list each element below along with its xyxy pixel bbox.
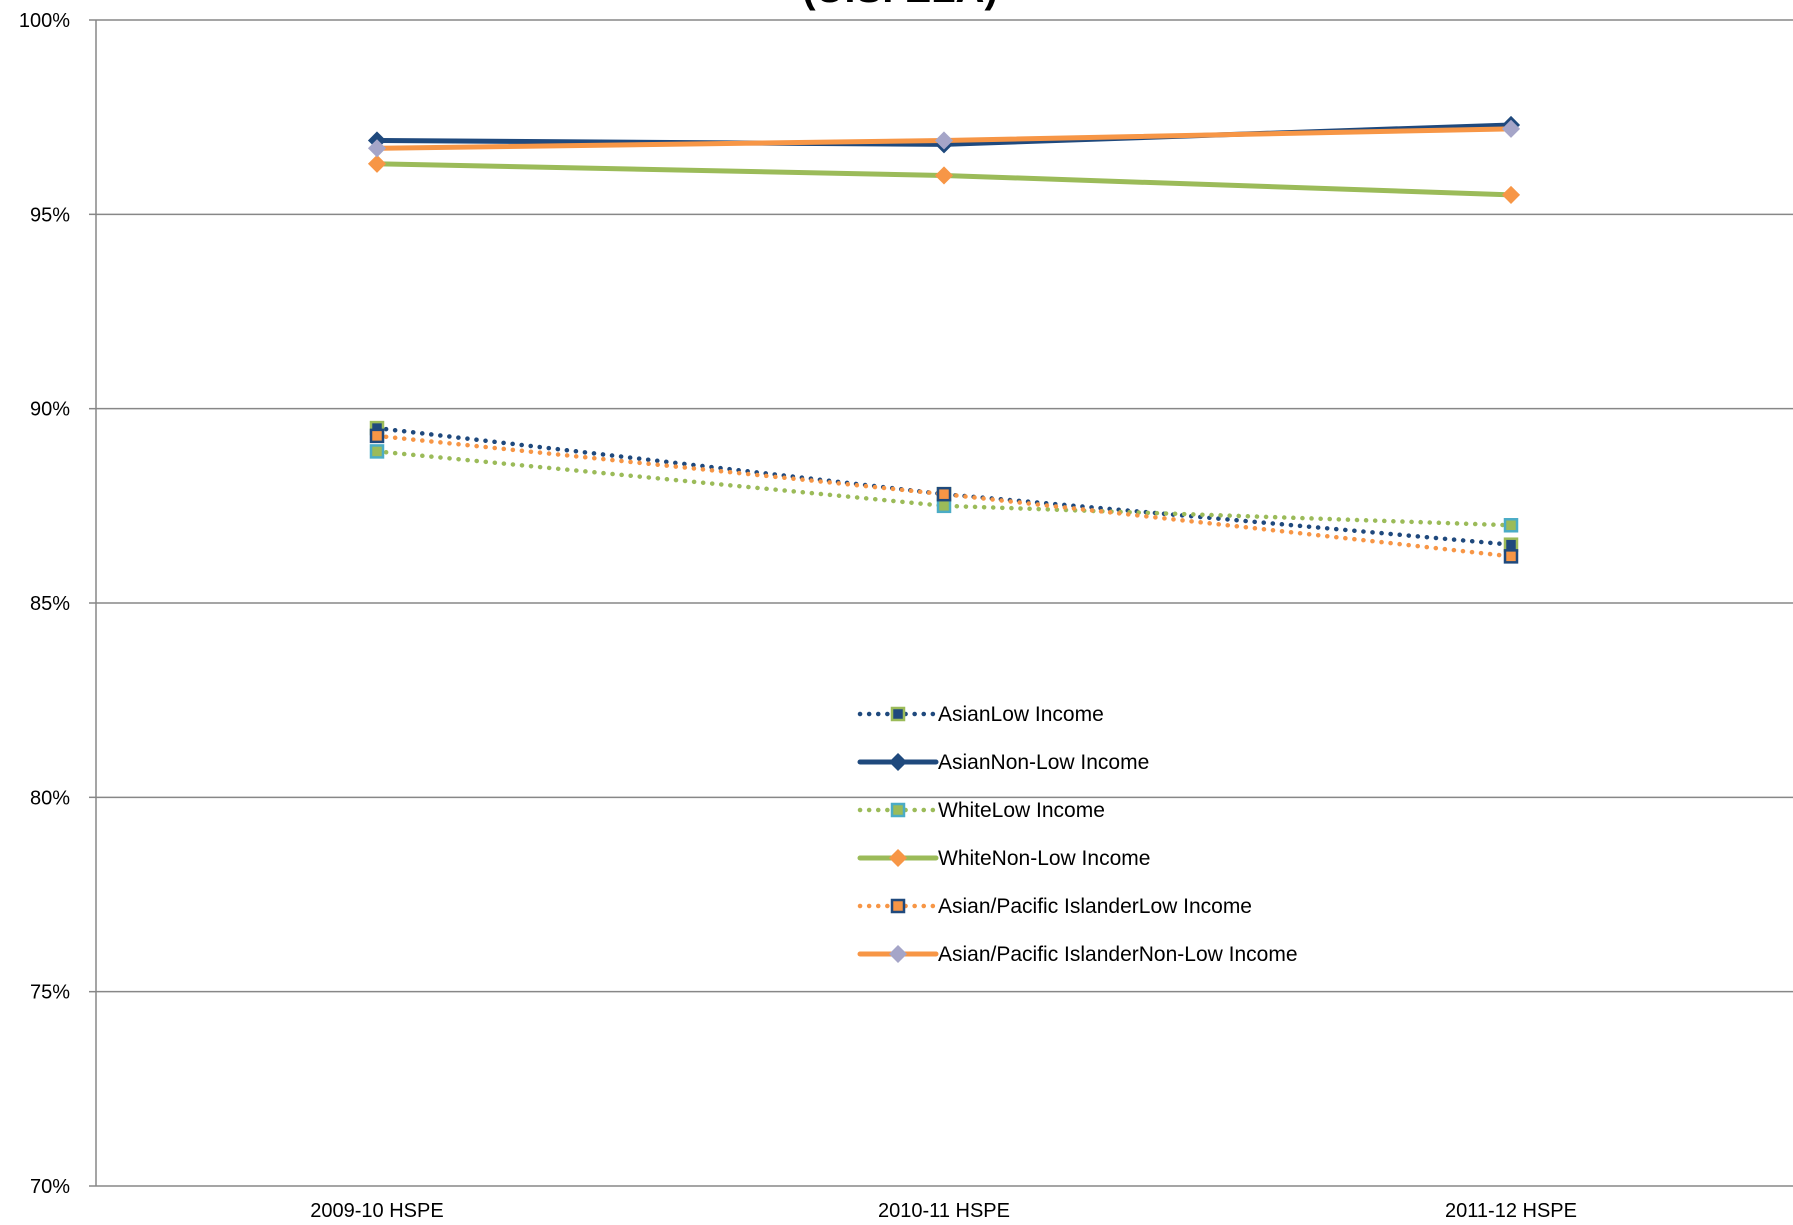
legend-label: Asian/Pacific IslanderLow Income — [938, 895, 1252, 918]
data-point-marker — [1501, 119, 1521, 138]
data-point-marker — [936, 498, 952, 514]
series-0 — [369, 420, 1519, 552]
x-tick-label: 2010-11 HSPE — [878, 1200, 1010, 1222]
data-point-marker — [934, 131, 954, 150]
data-point-marker — [890, 706, 906, 722]
data-point-marker — [934, 166, 954, 185]
series-5 — [367, 119, 1521, 158]
data-point-marker — [1501, 185, 1521, 204]
data-point-marker — [1503, 537, 1519, 552]
y-tick-label: 100% — [19, 10, 70, 32]
data-point-marker — [888, 848, 908, 868]
legend-item: AsianLow Income — [857, 703, 1104, 726]
legend-label: AsianLow Income — [938, 703, 1104, 726]
series-line — [374, 433, 1514, 559]
y-tick-label: 80% — [30, 787, 70, 809]
y-tick-label: 75% — [30, 982, 70, 1004]
legend-item: Asian/Pacific IslanderLow Income — [857, 895, 1252, 918]
data-point-marker — [890, 898, 906, 914]
data-point-marker — [367, 154, 387, 173]
series-line — [374, 449, 1514, 528]
legend-label: WhiteLow Income — [938, 799, 1105, 822]
data-point-marker — [936, 486, 952, 502]
legend-item: WhiteNon-Low Income — [857, 847, 1150, 870]
legend-item: AsianNon-Low Income — [857, 751, 1149, 774]
y-tick-label: 90% — [30, 399, 70, 421]
y-tick-label: 70% — [30, 1176, 70, 1198]
legend-label: Asian/Pacific IslanderNon-Low Income — [938, 943, 1298, 966]
data-point-marker — [888, 944, 908, 964]
chart-title: (U.S. ELA) — [802, 0, 998, 11]
data-point-marker — [369, 428, 385, 444]
series-4 — [369, 428, 1519, 564]
x-tick-label: 2009-10 HSPE — [310, 1200, 443, 1222]
y-tick-label: 95% — [30, 204, 70, 226]
legend-label: WhiteNon-Low Income — [938, 847, 1150, 870]
series-line — [374, 425, 1514, 547]
data-point-marker — [369, 444, 385, 459]
y-tick-label: 85% — [30, 593, 70, 615]
data-point-marker — [1503, 549, 1519, 564]
data-point-marker — [1503, 518, 1519, 533]
data-point-marker — [888, 752, 908, 772]
legend-item: Asian/Pacific IslanderNon-Low Income — [857, 943, 1298, 966]
data-point-marker — [367, 139, 387, 158]
data-point-marker — [890, 802, 906, 818]
legend-label: AsianNon-Low Income — [938, 751, 1149, 774]
series-3 — [367, 154, 1521, 204]
legend-item: WhiteLow Income — [857, 799, 1105, 822]
x-tick-label: 2011-12 HSPE — [1445, 1200, 1577, 1222]
series-2 — [369, 444, 1519, 533]
